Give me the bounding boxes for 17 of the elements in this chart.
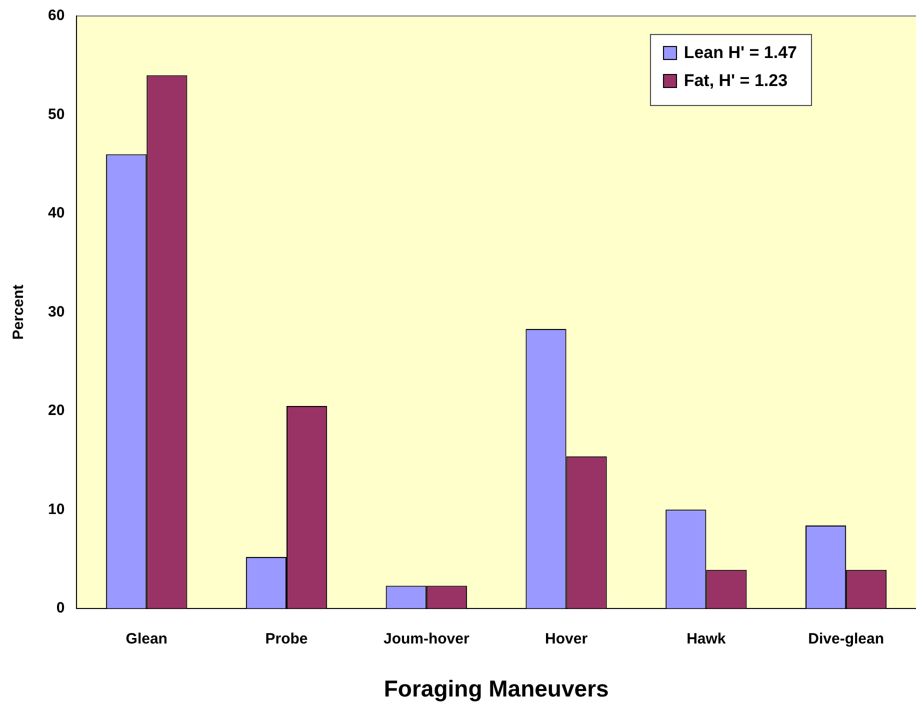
y-tick-label: 0: [56, 600, 65, 617]
legend-label: Lean H' = 1.47: [684, 43, 797, 63]
y-tick-label: 10: [48, 500, 65, 518]
y-axis-title: Percent: [10, 284, 28, 340]
x-tick-label: Hover: [545, 630, 588, 648]
y-tick-label: 40: [48, 204, 65, 222]
x-tick-label: Dive-glean: [808, 630, 884, 648]
y-tick-label: 20: [48, 402, 65, 420]
x-tick-label: Glean: [126, 630, 168, 648]
x-tick-label: Probe: [265, 630, 308, 648]
y-tick-label: 50: [48, 106, 65, 123]
x-tick-label: Joum-hover: [383, 630, 470, 648]
x-tick-label: Hawk: [686, 630, 726, 648]
y-tick-label: 60: [48, 7, 65, 24]
legend-label: Fat, H' = 1.23: [684, 71, 788, 91]
x-axis-title: Foraging Maneuvers: [384, 676, 609, 702]
y-tick-label: 30: [48, 303, 65, 320]
